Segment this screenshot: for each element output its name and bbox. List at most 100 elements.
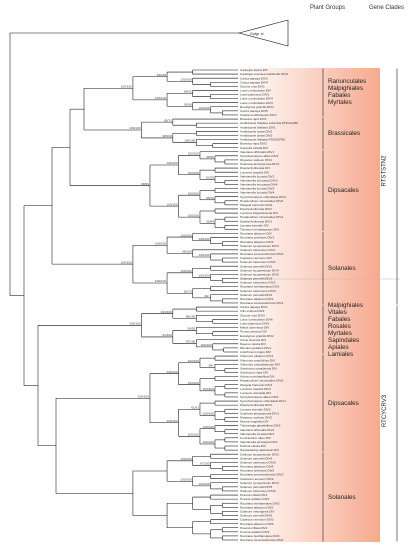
bootstrap-value: 100/100 (188, 213, 199, 217)
bootstrap-value: 82/70 (184, 289, 192, 293)
tip-label: Linnaea borealis DIV (240, 223, 270, 227)
tip-label: Solanum pennellii DIV6 (240, 514, 272, 518)
plant-group-label: Malpighiales (328, 301, 364, 309)
tip-label: Linnaea borealis DIV2 (240, 407, 271, 411)
bootstrap-value: 100/100 (198, 274, 209, 278)
plant-group-label: Ranunculales (328, 78, 367, 86)
bootstrap-value: 49/- (204, 294, 209, 298)
bootstrap-value: 100/100 (166, 419, 177, 423)
tip-label: Nicotiana tabacum DIV (240, 232, 273, 236)
tip-label: Valerianella locusta DIV1 (240, 432, 275, 436)
tip-label: Symphoricarpos albus DIV1 (240, 154, 279, 158)
bootstrap-value: 100/100 (166, 161, 177, 165)
bootstrap-value: 99/99 (141, 182, 149, 186)
bootstrap-value: 99/92 (188, 327, 196, 331)
plant-group-label: Rosales (328, 322, 351, 330)
tip-label: Clarkia tembloriensis DIV3 (240, 113, 277, 117)
tip-label: Nicotiana tabacum DIV4 (240, 465, 274, 469)
tip-label: Lonicera maackii DIV2 (240, 387, 271, 391)
tip-label: Vitis vinifera DIV2 (240, 309, 265, 313)
tip-label: Solanum melongena DIV (240, 509, 275, 513)
tip-label: Solanum tuberosum DIV2 (240, 281, 276, 285)
bootstrap-value: 100/100 (180, 269, 191, 273)
bootstrap-value: 97/100 (186, 340, 196, 344)
tip-label: Valerianella eriocarpa DIV4 (240, 183, 278, 187)
tip-label: Dipsacus sativum DIV2 (240, 415, 272, 419)
tip-label: Symphoricarpos orbiculatus DIV2 (240, 195, 286, 199)
tip-label: Solanum pennellii DIV1 (240, 264, 272, 268)
tip-label: Scabiosa atropurpurea DIV3 (240, 162, 279, 166)
bootstrap-value: 100/100 (129, 126, 140, 130)
tip-label: Lotus japonicus DIV2 (240, 321, 270, 325)
tip-label: Dipelta floribunda DIV (240, 166, 271, 170)
tip-label: Valerianella locusta DIV4 (240, 191, 275, 195)
plant-group-label: Fabales (328, 315, 351, 323)
tip-label: Solanum lycopersicum DIV3 (240, 481, 279, 485)
bootstrap-value: 100/100 (188, 432, 199, 436)
tip-label: Solanum pennellii DIV4 (240, 456, 272, 460)
clade-shading-band (240, 68, 380, 542)
bootstrap-value: 96/95 (206, 155, 214, 159)
bootstrap-value: 100/100 (184, 139, 195, 143)
plant-group-label: Vitales (328, 308, 347, 316)
tip-label: Glycine max DIV1 (240, 84, 265, 88)
bootstrap-value: 91/100 (162, 333, 172, 337)
tip-label: Aquilegia alpina DIV (240, 68, 269, 72)
bootstrap-value: 94/92 (184, 90, 192, 94)
tip-label: Heptacodium miconioides DIV2 (240, 199, 283, 203)
tip-label: Scabiosa atropurpurea DIV1 (240, 411, 279, 415)
tip-label: Nicotiana benthamiana DIV2 (240, 501, 280, 505)
bootstrap-value: 100/100 (201, 343, 212, 347)
bootstrap-value: 98/100 (162, 134, 172, 138)
tip-label: Petunia inflata DIV2 (240, 526, 268, 530)
bootstrap-value: 100/100 (188, 191, 199, 195)
bootstrap-value: 85/70 (206, 196, 214, 200)
tip-label: Heptacodium miconioides DIV3 (240, 379, 283, 383)
tip-label: Solanum lycopersicum DIV4 (240, 268, 279, 272)
bootstrap-value: 100/100 (161, 310, 172, 314)
tip-label: Lotus corniculatus DIV (240, 89, 272, 93)
tip-label: Solanum lycopersicum DIV2 (240, 452, 279, 456)
tip-label: Nicotiana sylvestris DIV1 (240, 236, 274, 240)
tip-label: Dipelta floribunda DIV2 (240, 207, 272, 211)
tip-label: Solanum tuberosum DIV3 (240, 289, 276, 293)
tip-label: Valeriana officinalis DIV1 (240, 150, 274, 154)
bootstrap-value: 99/100 (157, 73, 167, 77)
tip-label: Petunia inflata DIV1 (240, 493, 268, 497)
tip-label: Petunia axillaris DIV1 (240, 497, 270, 501)
tip-label: Lonicera reticulata DIV (240, 391, 272, 395)
tip-label: Lotus corniculatus DIV4 (240, 97, 273, 101)
bootstrap-value: 91/96 (184, 102, 192, 106)
tip-label: Glycine max DIV3 (240, 313, 265, 317)
plant-group-label: Dipsacales (328, 187, 359, 195)
tip-label: Capsicum annuum DIV2 (240, 477, 274, 481)
plant-group-label: Lamiales (328, 350, 354, 358)
tip-label: Daucus carota DIV (240, 342, 267, 346)
tip-label: Valerianella eriocarpa DIV3 (240, 178, 278, 182)
tip-label: Arabidopsis thaliana DIV1 (240, 125, 276, 129)
tip-label: Triosteum himalayanum DIV (240, 227, 280, 231)
bootstrap-value: 61/51 (191, 405, 199, 409)
tip-label: Nicotiana tomentosiformis DIV2 (240, 252, 284, 256)
tip-label: Capsella rubella DIV (240, 146, 269, 150)
collapsed-outgroup-triangle (237, 19, 289, 47)
bootstrap-value: 100/100 (166, 370, 177, 374)
tip-label: Brassica rapa DIV1 (240, 117, 267, 121)
tip-label: Arabidopsis thaliana AT5G05790 (240, 138, 285, 142)
tip-label: Heptacodium miconioides DIV1 (240, 215, 283, 219)
tip-label: Valerianella locusta DIV3 (240, 187, 275, 191)
bootstrap-value: 55/69 (206, 219, 214, 223)
tip-label: Dipelta floribunda DIV4 (240, 403, 272, 407)
tip-label: Symphoricarpos orbiculatus DIV1 (240, 399, 286, 403)
bootstrap-value: 100/100 (155, 279, 166, 283)
bootstrap-value: 100/100 (203, 440, 214, 444)
bootstrap-value: 85/71 (164, 118, 172, 122)
bootstrap-value: 100/100 (155, 96, 166, 100)
tip-label: Weigela hortensis DIV2 (240, 203, 273, 207)
tip-label: Viburnum prunifolium DIV (240, 358, 276, 362)
tip-label: Patrinia villosa DIV (240, 444, 267, 448)
plant-group-label: Solanales (328, 264, 356, 272)
tip-label: Citrus sinensis DIV (240, 338, 267, 342)
tip-label: Nicotiana tomentosiformis DIV1 (240, 301, 284, 305)
